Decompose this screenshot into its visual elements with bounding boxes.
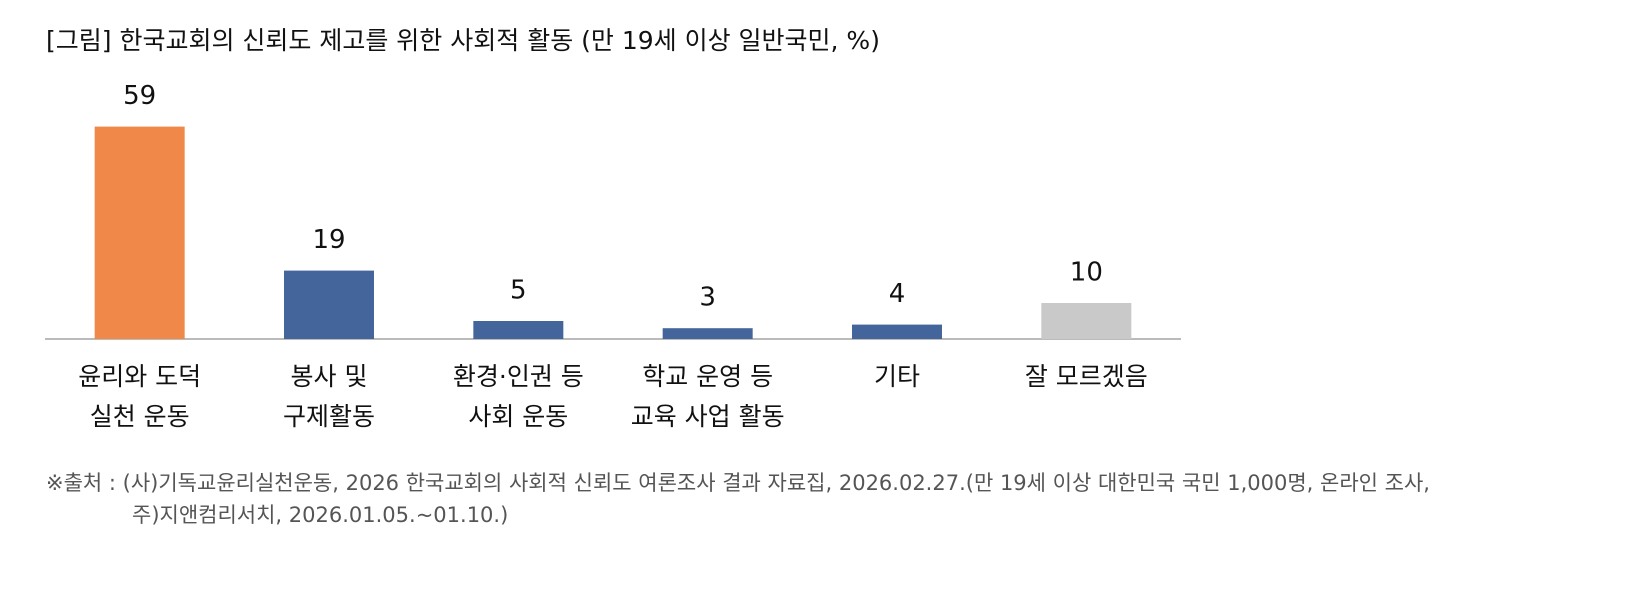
bar xyxy=(473,321,564,339)
value-label: 19 xyxy=(312,225,345,255)
x-tick-label: 봉사 및 xyxy=(291,362,368,391)
x-tick-label: 실천 운동 xyxy=(90,402,190,431)
value-label: 59 xyxy=(123,81,156,111)
x-tick-label: 구제활동 xyxy=(283,402,375,431)
value-label: 3 xyxy=(699,283,716,313)
x-tick-label: 사회 운동 xyxy=(468,402,568,431)
x-tick-label: 교육 사업 활동 xyxy=(631,402,785,431)
bar xyxy=(1041,303,1132,339)
x-tick-label: 잘 모르겠음 xyxy=(1025,362,1148,391)
x-tick-label: 학교 운영 등 xyxy=(642,362,773,391)
source-line: 주)지앤컴리서치, 2026.01.05.~01.10.) xyxy=(132,503,508,527)
bar xyxy=(662,328,753,339)
value-label: 4 xyxy=(889,279,906,309)
source-line: ※출처 : (사)기독교윤리실천운동, 2026 한국교회의 사회적 신뢰도 여… xyxy=(46,471,1430,495)
chart-title: [그림] 한국교회의 신뢰도 제고를 위한 사회적 활동 (만 19세 이상 일… xyxy=(46,26,880,55)
value-label: 10 xyxy=(1070,258,1103,288)
bar xyxy=(284,270,374,339)
bar xyxy=(94,126,185,339)
x-tick-label: 환경·인권 등 xyxy=(453,362,584,391)
bar xyxy=(852,324,942,339)
x-tick-label: 기타 xyxy=(874,362,920,391)
x-tick-label: 윤리와 도덕 xyxy=(78,362,201,391)
value-label: 5 xyxy=(510,276,527,306)
